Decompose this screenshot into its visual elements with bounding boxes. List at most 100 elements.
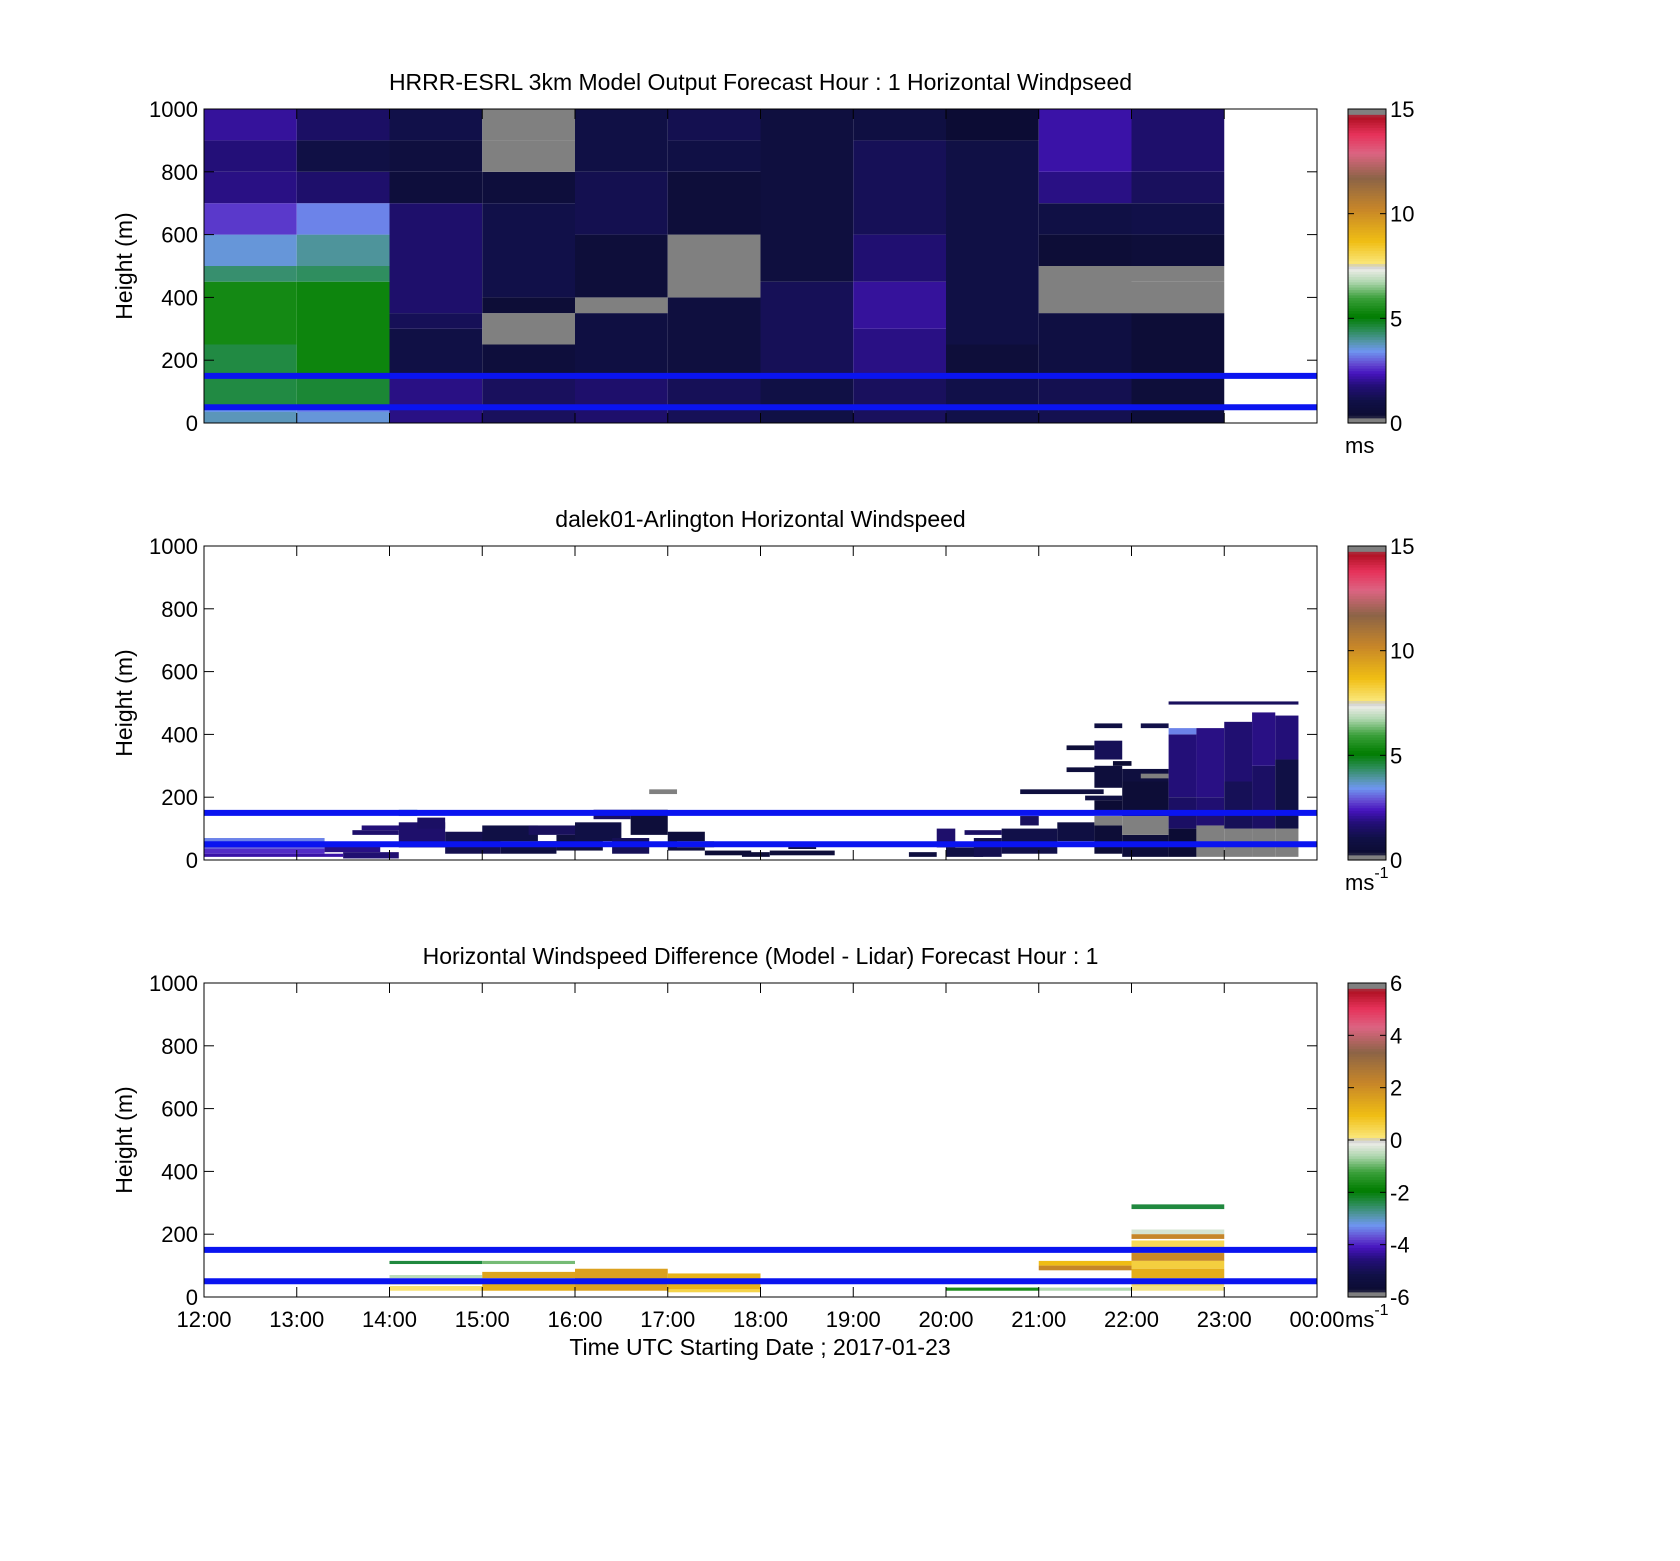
heatmap-cell [1252,765,1276,829]
colorbar-segment [1348,1200,1386,1204]
colorbar-segment [1348,546,1386,550]
colorbar-segment [1348,1145,1386,1149]
panel-2: dalek01-Arlington Horizontal Windspeed 0 2… [111,506,1414,895]
colorbar-segment [1348,1260,1386,1264]
colorbar-segment [1348,1281,1386,1285]
colorbar-segment [1348,1158,1386,1162]
heatmap-cell [389,1286,483,1291]
colorbar-segment [1348,1249,1386,1254]
colorbar-segment [1348,297,1386,301]
colorbar-segment [1348,820,1386,824]
heatmap-cell [389,313,483,329]
heatmap-cell [1131,1260,1225,1269]
heatmap-cell [853,234,946,282]
colorbar-segment [1348,671,1386,675]
colorbar-tick-label: 5 [1390,306,1402,331]
heatmap-cell [1131,281,1225,314]
colorbar-segment [1348,1223,1386,1227]
colorbar-segment [1348,266,1386,270]
colorbar-segment [1348,726,1386,730]
heatmap-cell [1224,781,1253,829]
colorbar-segment [1348,203,1386,207]
colorbar-segment [1348,375,1386,380]
colorbar-segment [1348,582,1386,586]
heatmap-cell [1094,825,1123,854]
colorbar-segment [1348,383,1386,387]
colorbar-segment [1348,831,1386,835]
colorbar-segment [1348,357,1386,361]
colorbar-segment [1348,1215,1386,1220]
colorbar-tick-label: 15 [1390,97,1414,122]
colorbar-segment [1348,1236,1386,1241]
colorbar-segment [1348,682,1386,686]
colorbar-segment [1348,362,1386,367]
colorbar-segment [1348,109,1386,113]
heatmap-cell [575,375,668,423]
heatmap-cell [296,140,390,172]
heatmap-cell [204,838,325,843]
heatmap-cell [389,1260,483,1265]
colorbar-segment [1348,1011,1386,1015]
colorbar-segment [1348,292,1386,296]
colorbar-segment [1348,1037,1386,1042]
colorbar-segment [1348,341,1386,346]
colorbar-segment [1348,794,1386,798]
colorbar-segment [1348,331,1386,335]
colorbar-segment [1348,279,1386,283]
heatmap-cell [788,845,817,850]
colorbar-segment [1348,1257,1386,1261]
colorbar-segment [1348,668,1386,673]
colorbar-segment [1348,621,1386,626]
x-tick-label: 21:00 [1011,1307,1066,1332]
y-tick-label: 400 [161,285,198,310]
colorbar-segment [1348,179,1386,183]
colorbar-segment [1348,195,1386,199]
heatmap-cell [853,328,946,376]
colorbar-segment [1348,723,1386,728]
heatmap-cell [1038,1287,1132,1291]
colorbar-segment [1348,718,1386,722]
colorbar-segment [1348,676,1386,681]
colorbar-segment [1348,564,1386,568]
heatmap-cell [389,203,483,314]
colorbar-segment [1348,1155,1386,1159]
heatmap-cell [1112,761,1132,766]
colorbar-segment [1348,836,1386,840]
colorbar-segment [1348,1268,1386,1272]
colorbar-segment [1348,710,1386,715]
colorbar-segment [1348,381,1386,385]
x-tick-label: 00:00 [1289,1307,1344,1332]
colorbar-segment [1348,1045,1386,1050]
heatmap-cell [324,845,381,853]
colorbar-unit: ms-1 [1345,1302,1389,1332]
colorbar-tick-label: 2 [1390,1076,1402,1101]
colorbar-segment [1348,260,1386,264]
heatmap-cell [389,109,483,141]
colorbar-segment [1348,679,1386,683]
colorbar-tick-label: 15 [1390,534,1414,559]
colorbar-segment [1348,1278,1386,1282]
colorbar-segment [1348,590,1386,594]
colorbar-segment [1348,344,1386,348]
colorbar-segment [1348,271,1386,275]
colorbar-segment [1348,854,1386,858]
colorbar-segment [1348,352,1386,356]
colorbar-segment [1348,645,1386,649]
colorbar-segment [1348,114,1386,118]
colorbar-tick-label: 10 [1390,639,1414,664]
colorbar-segment [1348,655,1386,660]
heatmap-cell [1168,728,1197,735]
colorbar-segment [1348,284,1386,288]
colorbar-segment [1348,624,1386,628]
colorbar-segment [1348,190,1386,194]
colorbar-segment [1348,1040,1386,1044]
x-tick-label: 19:00 [826,1307,881,1332]
colorbar-tick-label: 0 [1390,848,1402,873]
heatmap-cell [575,822,622,842]
colorbar-segment [1348,1090,1386,1094]
colorbar-segment [1348,1056,1386,1060]
colorbar-segment [1348,116,1386,121]
heatmap-cell [296,266,390,282]
panel-title: dalek01-Arlington Horizontal Windspeed [555,506,965,532]
